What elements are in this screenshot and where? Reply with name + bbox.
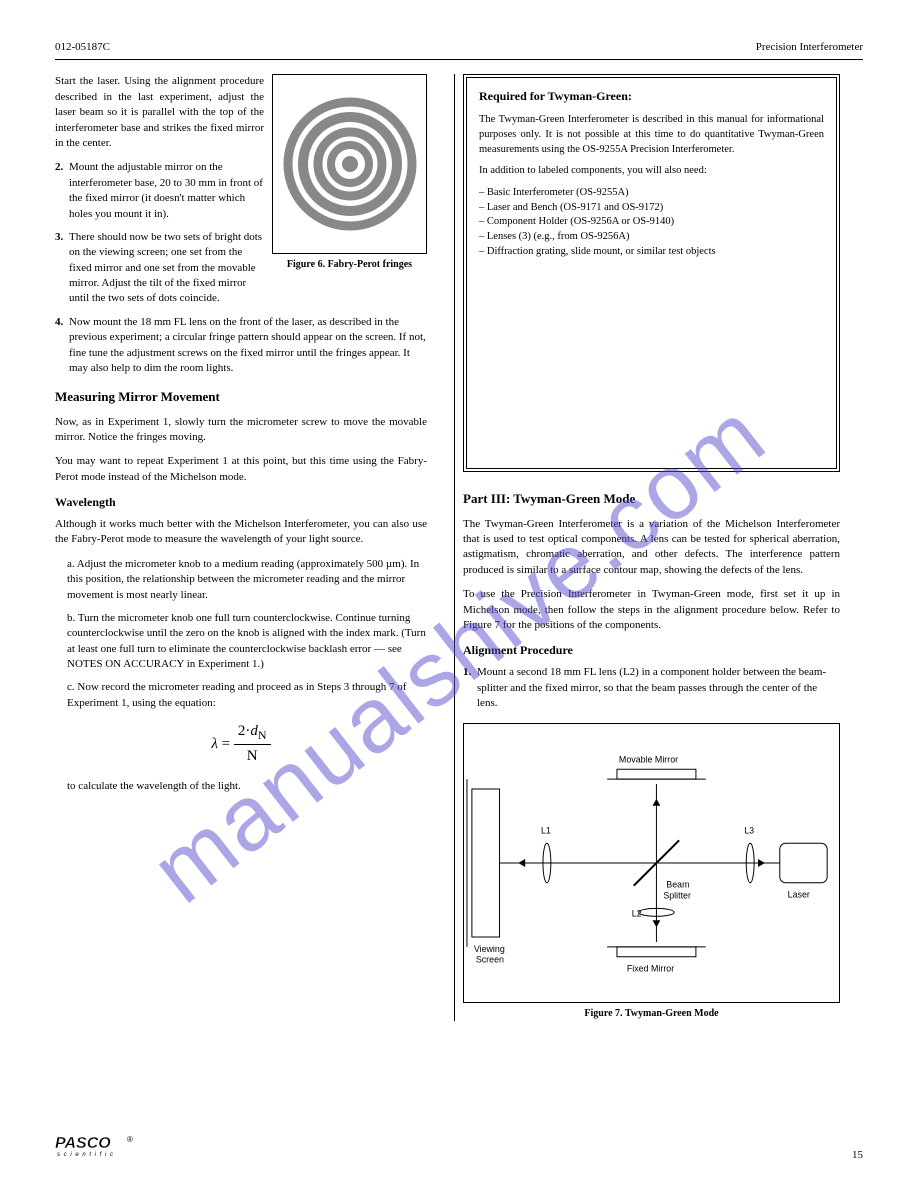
measuring-p1: Now, as in Experiment 1, slowly turn the…: [55, 415, 427, 446]
wavelength-equation: λ = 2·dN N: [55, 721, 427, 767]
hdr-right: Precision Interferometer: [756, 40, 863, 55]
svg-text:Viewing: Viewing: [474, 944, 505, 954]
svg-text:L1: L1: [541, 826, 551, 836]
step-3: There should now be two sets of bright d…: [69, 230, 427, 307]
eq-note: to calculate the wavelength of the light…: [55, 779, 427, 794]
step-2: Mount the adjustable mirror on the inter…: [69, 160, 427, 222]
alignment-steps: Mount a second 18 mm FL lens (L2) in a c…: [463, 665, 840, 711]
svg-text:s c i e n t i f i c: s c i e n t i f i c: [57, 1152, 114, 1158]
callout-p2: In addition to labeled components, you w…: [479, 164, 824, 179]
svg-text:Movable Mirror: Movable Mirror: [619, 755, 678, 765]
pasco-logo: PASCO s c i e n t i f i c ®: [55, 1132, 145, 1163]
page-footer: PASCO s c i e n t i f i c ® 15: [55, 1132, 863, 1163]
align-step-1: Mount a second 18 mm FL lens (L2) in a c…: [477, 665, 840, 711]
svg-text:Fixed Mirror: Fixed Mirror: [627, 964, 674, 974]
svg-text:Beam: Beam: [666, 880, 689, 890]
alignment-title: Alignment Procedure: [463, 642, 840, 659]
column-rule: [454, 74, 455, 1021]
callout-list: – Basic Interferometer (OS-9255A) – Lase…: [479, 186, 824, 259]
svg-text:®: ®: [127, 1135, 133, 1144]
svg-text:Screen: Screen: [476, 955, 504, 965]
svg-text:PASCO: PASCO: [55, 1135, 111, 1152]
callout-title: Required for Twyman-Green:: [479, 88, 824, 105]
subsection-wavelength: Wavelength: [55, 494, 427, 511]
svg-text:L3: L3: [744, 826, 754, 836]
twyman-green-diagram-icon: Viewing Screen L1 Beam Splitter: [464, 724, 839, 1002]
substep-b: b. Turn the micrometer knob one full tur…: [55, 611, 427, 673]
substep-c: c. Now record the micrometer reading and…: [55, 680, 427, 711]
tg-p2: To use the Precision Interferometer in T…: [463, 587, 840, 633]
hdr-left: 012-05187C: [55, 40, 110, 55]
section-measuring: Measuring Mirror Movement: [55, 388, 427, 406]
setup-steps: Mount the adjustable mirror on the inter…: [55, 160, 427, 376]
figure-7-box: Viewing Screen L1 Beam Splitter: [463, 723, 840, 1003]
callout-p1: The Twyman-Green Interferometer is descr…: [479, 113, 824, 157]
left-column: Figure 6. Fabry-Perot fringes Start the …: [55, 74, 445, 1021]
svg-text:Splitter: Splitter: [663, 891, 691, 901]
substep-a: a. Adjust the micrometer knob to a mediu…: [55, 557, 427, 603]
requirements-callout: Required for Twyman-Green: The Twyman-Gr…: [463, 74, 840, 472]
right-column: Required for Twyman-Green: The Twyman-Gr…: [445, 74, 840, 1021]
figure-7-caption: Figure 7. Twyman-Green Mode: [463, 1007, 840, 1021]
step-4: Now mount the 18 mm FL lens on the front…: [69, 315, 427, 377]
tg-p1: The Twyman-Green Interferometer is a var…: [463, 517, 840, 579]
page-number: 15: [852, 1148, 863, 1163]
measuring-p2: You may want to repeat Experiment 1 at t…: [55, 454, 427, 485]
svg-text:Laser: Laser: [788, 890, 810, 900]
svg-text:L2: L2: [632, 909, 642, 919]
wavelength-intro: Although it works much better with the M…: [55, 517, 427, 548]
page-header: 012-05187C Precision Interferometer: [55, 40, 863, 60]
figure-7: Viewing Screen L1 Beam Splitter: [463, 723, 840, 1021]
section-twyman-green: Part III: Twyman-Green Mode: [463, 490, 840, 508]
